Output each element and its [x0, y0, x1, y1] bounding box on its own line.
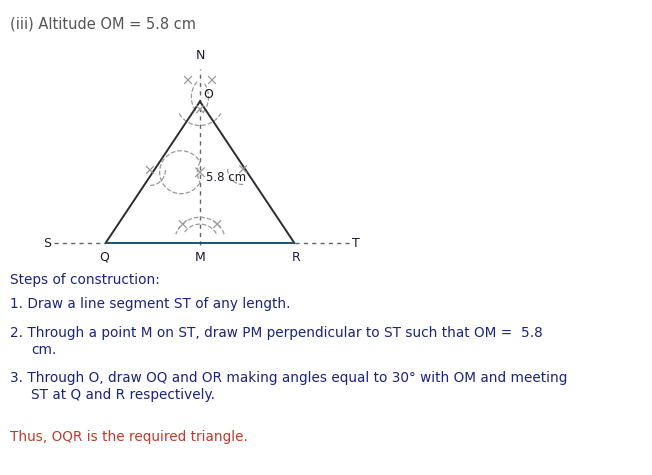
Text: M: M [194, 251, 205, 264]
Text: R: R [291, 251, 301, 264]
Text: Thus, OQR is the required triangle.: Thus, OQR is the required triangle. [10, 430, 248, 444]
Text: 1. Draw a line segment ST of any length.: 1. Draw a line segment ST of any length. [10, 297, 290, 311]
Text: S: S [44, 237, 52, 249]
Text: Q: Q [99, 251, 109, 264]
Text: 3. Through O, draw OQ and OR making angles equal to 30° with OM and meeting: 3. Through O, draw OQ and OR making angl… [10, 371, 567, 385]
Text: ST at Q and R respectively.: ST at Q and R respectively. [31, 389, 215, 402]
Text: Steps of construction:: Steps of construction: [10, 274, 160, 287]
Text: (iii) Altitude OM = 5.8 cm: (iii) Altitude OM = 5.8 cm [10, 17, 196, 32]
Text: cm.: cm. [31, 343, 57, 357]
Text: 5.8 cm: 5.8 cm [206, 171, 246, 184]
Text: T: T [352, 237, 360, 249]
Text: N: N [196, 49, 205, 62]
Text: 2. Through a point M on ST, draw PM perpendicular to ST such that OM =  5.8: 2. Through a point M on ST, draw PM perp… [10, 326, 542, 340]
Text: O: O [203, 87, 213, 101]
